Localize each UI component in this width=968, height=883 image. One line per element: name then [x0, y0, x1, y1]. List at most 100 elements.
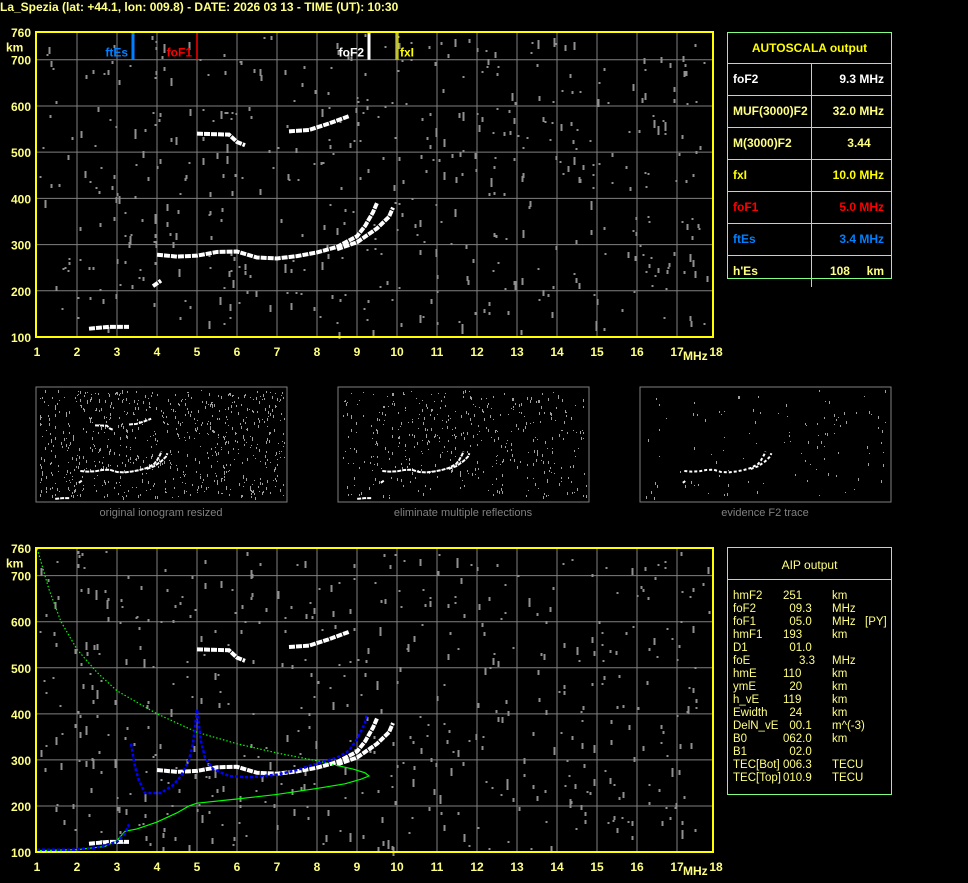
echo-trace-multiple-reflection	[196, 647, 246, 663]
x-tick-label: 7	[274, 860, 281, 874]
x-tick-label: 16	[630, 345, 644, 359]
x-tick-label: 12	[470, 345, 484, 359]
aip-name: foF1	[733, 616, 757, 628]
thumbnail-caption-eliminate: eliminate multiple reflections	[393, 507, 533, 519]
aip-row: foE 3.3 MHz	[728, 655, 891, 668]
aip-unit: km	[832, 668, 848, 680]
y-tick-label: 700	[11, 54, 31, 68]
aip-unit: MHz	[832, 655, 856, 667]
y-tick-label: 500	[11, 662, 31, 676]
autoscala-row-fof1: foF1 5.0 MHz	[728, 192, 891, 224]
autoscala-value: 9.3 MHz	[839, 72, 884, 86]
x-tick-label: 4	[154, 345, 161, 359]
aip-value: 24	[783, 707, 803, 719]
echo-trace-e-trace	[88, 839, 129, 846]
marker-label-ftEs: ftEs	[105, 46, 128, 60]
x-tick-label: 18	[709, 860, 723, 874]
plot-frame	[35, 547, 714, 853]
x-tick-label: 10	[390, 860, 404, 874]
x-tick-label: 7	[274, 345, 281, 359]
aip-row: B0 062.0 km	[728, 733, 891, 746]
thumbnail-trace-multiple-reflection	[95, 424, 114, 431]
x-tick-label: 9	[354, 860, 361, 874]
thumbnail-frame	[35, 386, 288, 503]
autoscala-value: 32.0 MHz	[832, 104, 884, 118]
autoscala-label: ftEs	[728, 224, 812, 255]
aip-unit: TECU	[832, 759, 864, 771]
x-tick-label: 16	[630, 860, 644, 874]
grid	[37, 32, 713, 337]
thumbnail-trace-x-trace	[750, 452, 773, 470]
echo-trace-o-trace	[156, 717, 379, 776]
aip-row: DelN_vE 00.1 m^(-3)	[728, 720, 891, 733]
aip-unit: km	[832, 733, 848, 745]
x-tick-label: 3	[114, 345, 121, 359]
modelled-trace-f	[129, 709, 369, 795]
y-tick-label: 760	[11, 542, 31, 556]
y-tick-label: 500	[11, 146, 31, 160]
x-tick-label: 6	[234, 860, 241, 874]
aip-value: 01.0	[783, 642, 812, 654]
aip-name: TEC[Top]	[733, 772, 781, 784]
marker-label-foF2: foF2	[339, 46, 365, 60]
autoscala-value: 5.0 MHz	[839, 200, 884, 214]
autoscala-value: 10.0 MHz	[832, 168, 884, 182]
thumbnail-evidence	[639, 386, 892, 503]
autoscala-value: 108 km	[829, 264, 884, 278]
x-tick-label: 11	[431, 345, 444, 359]
autoscala-ionogram: ftEs foF1 foF2 fxI 760 700 600 500 400 300 200 100 k…	[6, 26, 723, 363]
aip-output-table: AIP output hmF2 251 km foF2 09.3 MHz foF1 05.…	[727, 547, 892, 795]
thumbnail-eliminate	[337, 386, 590, 503]
thumbnail-noise	[40, 390, 285, 500]
aip-unit: km	[832, 629, 848, 641]
aip-value: 00.1	[783, 720, 812, 732]
x-axis-unit: MHz	[683, 864, 708, 878]
thumbnail-trace-low-trace	[380, 479, 385, 484]
echo-trace-multiple-reflection-2	[288, 114, 350, 134]
x-tick-label: 5	[194, 345, 201, 359]
thumbnail-trace-x-trace	[448, 452, 471, 470]
thumbnail-trace-o-trace	[80, 451, 163, 474]
aip-value: 3.3	[783, 655, 815, 667]
aip-value: 010.9	[783, 772, 812, 784]
y-tick-label: 760	[11, 26, 31, 40]
autoscala-label: h'Es	[728, 256, 812, 287]
autoscala-row-ftes: ftEs 3.4 MHz	[728, 224, 891, 256]
autoscala-value: 3.44	[847, 136, 884, 150]
aip-unit: TECU	[832, 772, 864, 784]
thumbnail-trace-o-trace	[382, 451, 465, 474]
x-tick-label: 1	[34, 860, 41, 874]
aip-name: B0	[733, 733, 748, 745]
thumbnail-caption-original: original ionogram resized	[99, 507, 223, 519]
y-tick-label: 600	[11, 616, 31, 630]
aip-name: Ewidth	[733, 707, 768, 719]
aip-row: hmE 110 km	[728, 668, 891, 681]
x-tick-label: 5	[194, 860, 201, 874]
aip-name: D1	[733, 642, 748, 654]
aip-name: ymE	[733, 681, 756, 693]
aip-row: hmF2 251 km	[728, 590, 891, 603]
aip-name: TEC[Bot]	[733, 759, 780, 771]
echo-trace-e-trace	[88, 324, 129, 331]
aip-row: Ewidth 24 km	[728, 707, 891, 720]
aip-value: 251	[783, 590, 803, 602]
autoscala-output-table: AUTOSCALA output foF2 9.3 MHz MUF(3000)F2 3…	[727, 32, 892, 287]
x-tick-label: 9	[354, 345, 361, 359]
aip-name: h_vE	[733, 694, 760, 706]
y-tick-label: 200	[11, 285, 31, 299]
autoscala-row-muf3000f2: MUF(3000)F2 32.0 MHz	[728, 96, 891, 128]
x-tick-label: 12	[470, 860, 484, 874]
autoscala-label: foF1	[728, 192, 812, 223]
aip-unit: km	[832, 707, 848, 719]
x-tick-label: 2	[74, 345, 81, 359]
aip-unit: km	[832, 590, 848, 602]
x-tick-label: 3	[114, 860, 121, 874]
x-tick-label: 4	[154, 860, 161, 874]
thumbnail-caption-evidence: evidence F2 trace	[721, 507, 809, 519]
x-tick-label: 15	[590, 860, 604, 874]
aip-unit: km	[832, 681, 848, 693]
grid	[37, 548, 713, 852]
thumbnail-frame	[639, 386, 892, 503]
